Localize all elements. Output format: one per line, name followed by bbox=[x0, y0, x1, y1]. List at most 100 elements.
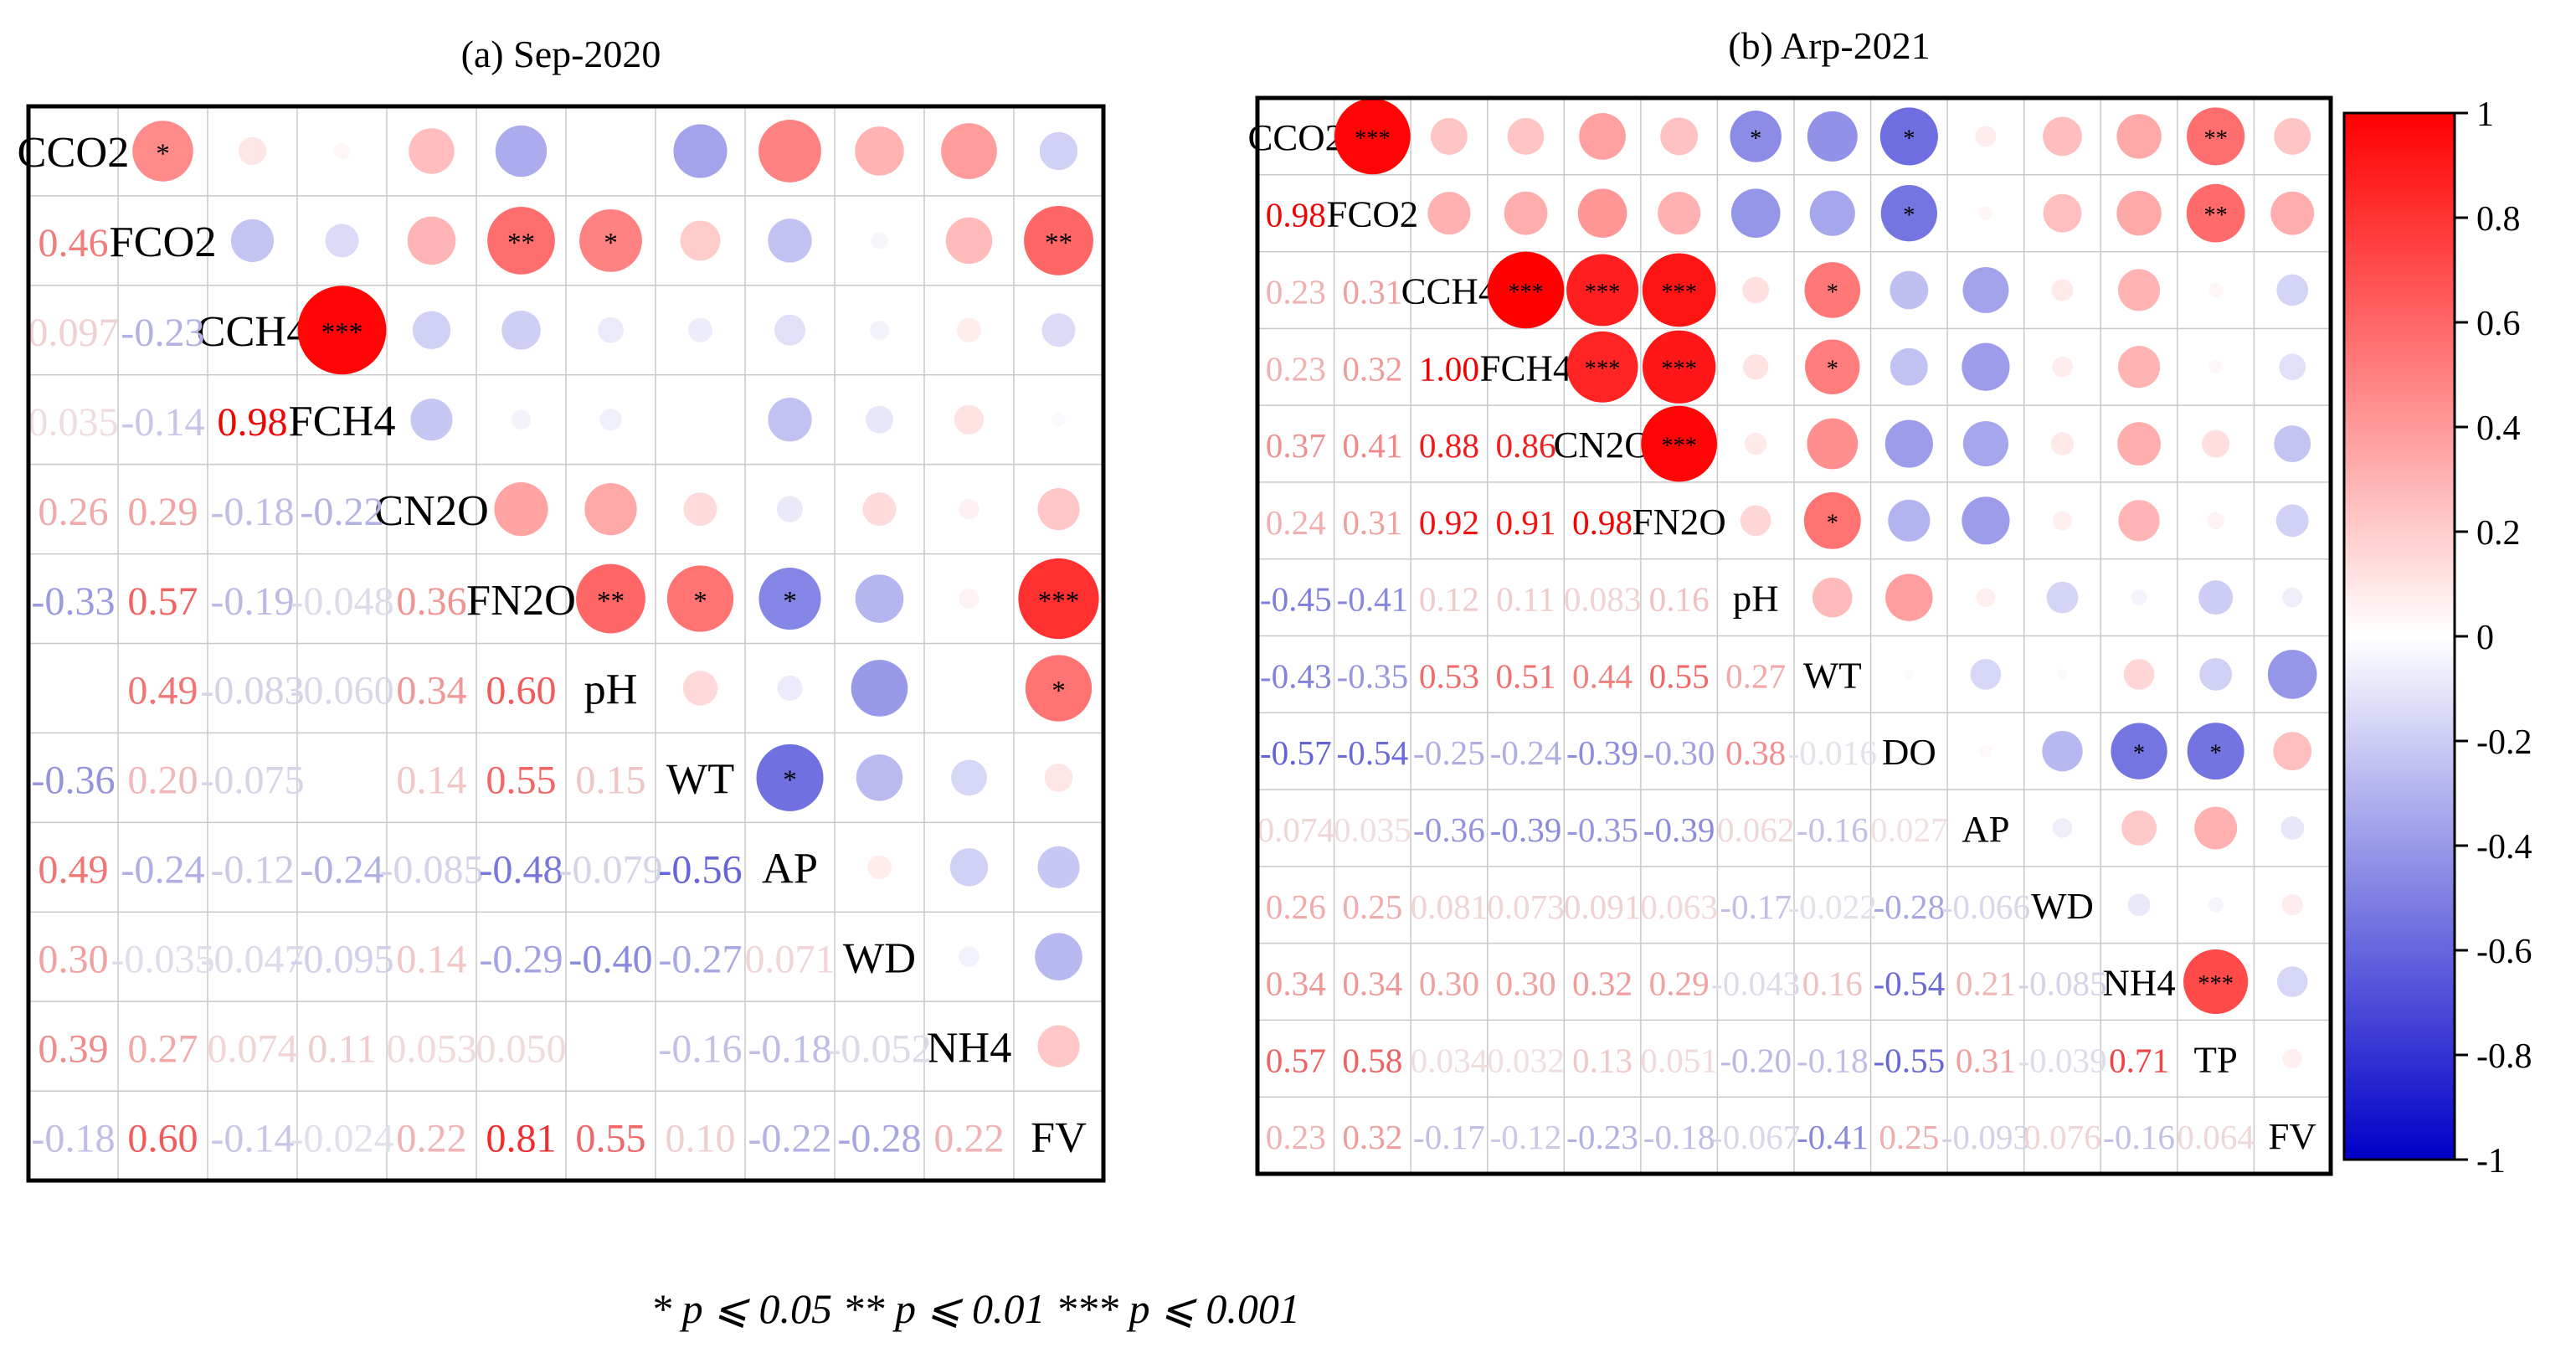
correlation-circle bbox=[862, 492, 897, 527]
correlation-circle bbox=[2051, 279, 2074, 301]
correlation-value: -0.18 bbox=[31, 1116, 115, 1160]
correlation-circle bbox=[2123, 659, 2155, 690]
correlation-value: -0.17 bbox=[1720, 887, 1792, 926]
correlation-value: 0.20 bbox=[127, 759, 198, 803]
correlation-value: 0.16 bbox=[1649, 580, 1710, 619]
correlation-circle bbox=[1641, 405, 1717, 482]
correlation-value: 0.98 bbox=[1266, 196, 1326, 234]
correlation-value: -0.24 bbox=[121, 848, 204, 893]
correlation-circle bbox=[2187, 723, 2244, 780]
correlation-circle bbox=[959, 589, 979, 609]
correlation-circle bbox=[1051, 412, 1066, 427]
correlation-circle bbox=[410, 399, 453, 441]
correlation-value: 0.25 bbox=[1342, 887, 1402, 926]
correlation-circle bbox=[1024, 205, 1093, 275]
correlation-circle bbox=[1037, 846, 1080, 888]
correlation-value: -0.28 bbox=[1873, 887, 1945, 926]
correlation-value: 0.29 bbox=[1649, 965, 1710, 1003]
correlation-value: -0.29 bbox=[479, 937, 563, 981]
correlation-circle bbox=[949, 848, 989, 887]
correlation-value: -0.18 bbox=[1643, 1118, 1715, 1156]
variable-label: FN2O bbox=[466, 576, 576, 625]
correlation-value: -0.085 bbox=[379, 848, 483, 893]
correlation-value: -0.35 bbox=[1336, 656, 1408, 695]
correlation-value: 0.55 bbox=[486, 759, 556, 803]
correlation-circle bbox=[2276, 274, 2309, 306]
variable-label: CCH4 bbox=[1401, 270, 1498, 311]
correlation-value: 0.076 bbox=[2023, 1118, 2101, 1156]
panel-b-title: (b) Arp-2021 bbox=[1728, 24, 1930, 67]
correlation-value: 0.034 bbox=[1411, 1041, 1489, 1079]
significance-star: * bbox=[2133, 741, 2145, 767]
correlation-circle bbox=[1642, 253, 1716, 327]
correlation-circle bbox=[1962, 420, 2009, 467]
correlation-value: 0.53 bbox=[1419, 656, 1479, 695]
correlation-value: -0.048 bbox=[290, 579, 393, 624]
correlation-circle bbox=[1807, 111, 1858, 162]
significance-star: * bbox=[2210, 741, 2222, 767]
correlation-value: 0.23 bbox=[1266, 1118, 1326, 1156]
correlation-value: -0.14 bbox=[210, 1116, 294, 1160]
colorbar-tick-label: -0.2 bbox=[2476, 723, 2532, 762]
correlation-value: 0.98 bbox=[1572, 503, 1632, 542]
correlation-circle bbox=[2117, 346, 2161, 388]
correlation-value: 0.14 bbox=[396, 759, 466, 803]
correlation-value: -0.060 bbox=[290, 669, 393, 713]
variable-label: FCO2 bbox=[109, 218, 216, 266]
correlation-value: -0.12 bbox=[210, 848, 294, 893]
correlation-value: -0.33 bbox=[31, 579, 115, 624]
correlation-value: 0.097 bbox=[28, 311, 118, 355]
correlation-circle bbox=[494, 482, 548, 537]
correlation-value: 0.11 bbox=[307, 1026, 376, 1071]
correlation-value: 0.083 bbox=[1564, 580, 1642, 619]
correlation-circle bbox=[777, 675, 803, 701]
correlation-value: -0.052 bbox=[827, 1026, 931, 1071]
correlation-circle bbox=[2198, 580, 2234, 615]
correlation-value: 0.22 bbox=[933, 1116, 1004, 1160]
correlation-circle bbox=[495, 125, 548, 177]
colorbar-tick-label: -1 bbox=[2476, 1142, 2506, 1181]
correlation-circle bbox=[409, 128, 455, 174]
correlation-value: 0.27 bbox=[1725, 656, 1786, 695]
correlation-value: 0.26 bbox=[38, 490, 108, 534]
correlation-circle bbox=[2279, 353, 2306, 381]
correlation-value: 0.050 bbox=[476, 1026, 566, 1071]
correlation-value: 0.074 bbox=[1257, 810, 1334, 849]
correlation-circle bbox=[1890, 347, 1928, 386]
correlation-value: 0.091 bbox=[1564, 887, 1642, 926]
variable-label: DO bbox=[1882, 731, 1936, 773]
correlation-circle bbox=[1904, 669, 1915, 680]
correlation-value: -0.39 bbox=[1490, 810, 1562, 849]
correlation-circle bbox=[1890, 270, 1929, 310]
correlation-circle bbox=[1018, 558, 1099, 640]
correlation-value: -0.41 bbox=[1797, 1118, 1869, 1156]
correlation-value: 0.13 bbox=[1572, 1041, 1632, 1079]
correlation-value: -0.36 bbox=[31, 759, 115, 803]
correlation-value: -0.035 bbox=[111, 937, 214, 981]
correlation-circle bbox=[1037, 488, 1080, 531]
correlation-value: -0.57 bbox=[1260, 733, 1332, 772]
correlation-value: 0.24 bbox=[1266, 503, 1326, 542]
correlation-value: 0.60 bbox=[486, 669, 556, 713]
correlation-value: -0.41 bbox=[1336, 580, 1408, 619]
significance-star: * bbox=[693, 585, 707, 616]
correlation-circle bbox=[1805, 339, 1860, 394]
significance-star: * bbox=[1827, 357, 1838, 383]
correlation-value: -0.54 bbox=[1336, 733, 1408, 772]
colorbar-tick-label: -0.8 bbox=[2476, 1037, 2532, 1076]
correlation-value: -0.17 bbox=[1413, 1118, 1485, 1156]
variable-label: FCO2 bbox=[1327, 193, 1419, 235]
correlation-value: -0.022 bbox=[1788, 887, 1877, 926]
correlation-value: -0.085 bbox=[2018, 965, 2106, 1003]
correlation-circle bbox=[1745, 432, 1767, 455]
correlation-circle bbox=[866, 405, 893, 434]
variable-label: CCH4 bbox=[197, 307, 309, 356]
correlation-circle bbox=[1962, 496, 2010, 545]
correlation-circle bbox=[855, 126, 904, 176]
correlation-circle bbox=[2194, 806, 2238, 850]
correlation-circle bbox=[2207, 512, 2224, 530]
correlation-value: 0.38 bbox=[1725, 733, 1786, 772]
correlation-circle bbox=[756, 743, 824, 811]
colorbar-tick-label: 1 bbox=[2476, 95, 2494, 134]
correlation-value: 1.00 bbox=[1419, 349, 1479, 388]
